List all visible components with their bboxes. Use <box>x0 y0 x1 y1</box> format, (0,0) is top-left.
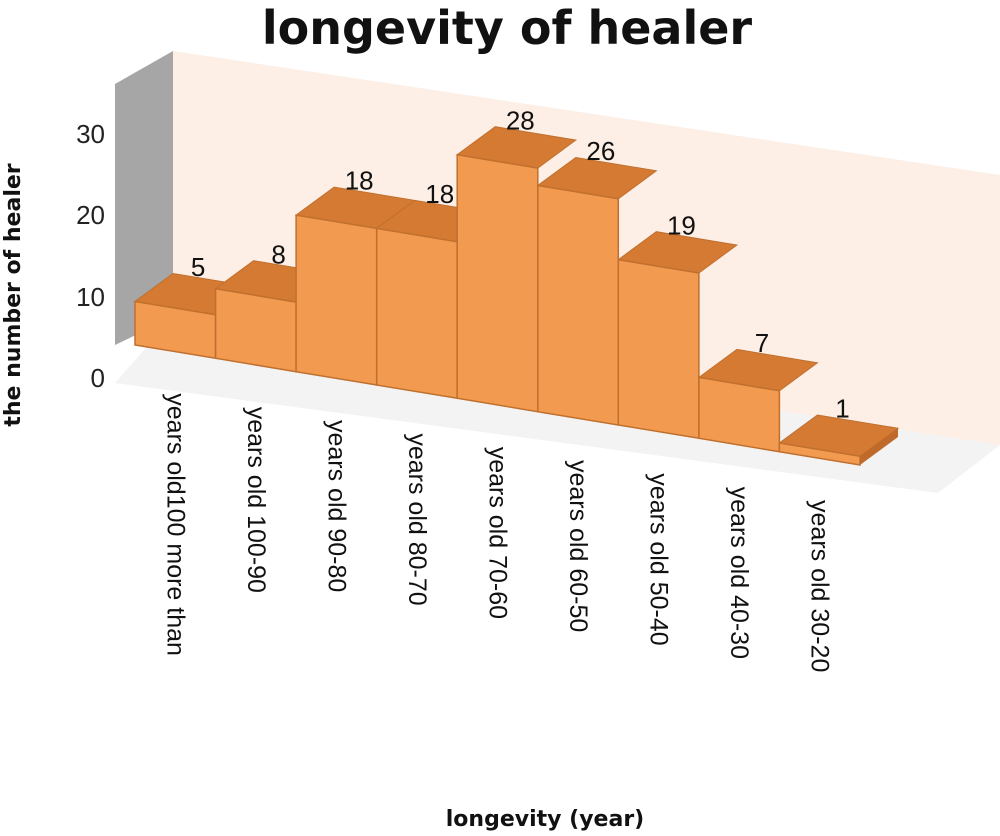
y-tick-label: 30 <box>76 119 105 149</box>
data-label: 18 <box>345 166 374 196</box>
bars <box>133 126 900 466</box>
bar <box>294 186 416 386</box>
data-labels: 5 8 18 18 28 26 19 7 1 <box>191 105 850 423</box>
chart-title: longevity of healer <box>262 1 753 55</box>
data-label: 19 <box>667 210 696 240</box>
x-category-label: years old 90-80 <box>322 420 350 592</box>
y-axis-title: the number of healer <box>1 163 26 426</box>
bar-front <box>698 376 781 453</box>
x-category-label: years old 70-60 <box>484 447 512 619</box>
bar-front <box>295 214 378 386</box>
x-category-label: years old100 more than <box>161 393 189 656</box>
y-tick-label: 0 <box>91 363 105 393</box>
side-wall <box>115 51 173 345</box>
bar-side <box>860 428 898 465</box>
data-label: 26 <box>586 136 615 166</box>
y-tick-label: 20 <box>76 200 105 230</box>
bar-front <box>617 258 700 440</box>
bar <box>778 414 900 466</box>
y-tick-label: 10 <box>76 282 105 312</box>
bar <box>536 156 658 426</box>
x-axis-title: longevity (year) <box>446 807 644 832</box>
data-label: 8 <box>271 239 285 269</box>
x-category-label: years old 30-20 <box>806 500 834 672</box>
bar-front <box>375 227 458 400</box>
y-axis-ticks: 0 10 20 30 <box>76 119 105 393</box>
x-category-label: years old 40-30 <box>725 487 753 659</box>
data-label: 7 <box>755 328 769 358</box>
x-axis-categories: years old100 more than years old 100-90 ye… <box>161 393 833 672</box>
bar-front <box>456 153 539 413</box>
data-label: 1 <box>835 394 849 424</box>
bar-front <box>214 287 297 373</box>
data-label: 28 <box>506 105 535 135</box>
data-label: 5 <box>191 252 205 282</box>
bar <box>697 348 819 453</box>
bar-front <box>537 184 620 426</box>
x-category-label: years old 50-40 <box>645 473 673 645</box>
data-label: 18 <box>425 179 454 209</box>
bar <box>617 231 739 440</box>
x-category-label: years old 60-50 <box>564 460 592 632</box>
x-category-label: years old 100-90 <box>242 407 270 593</box>
x-category-label: years old 80-70 <box>403 433 431 605</box>
